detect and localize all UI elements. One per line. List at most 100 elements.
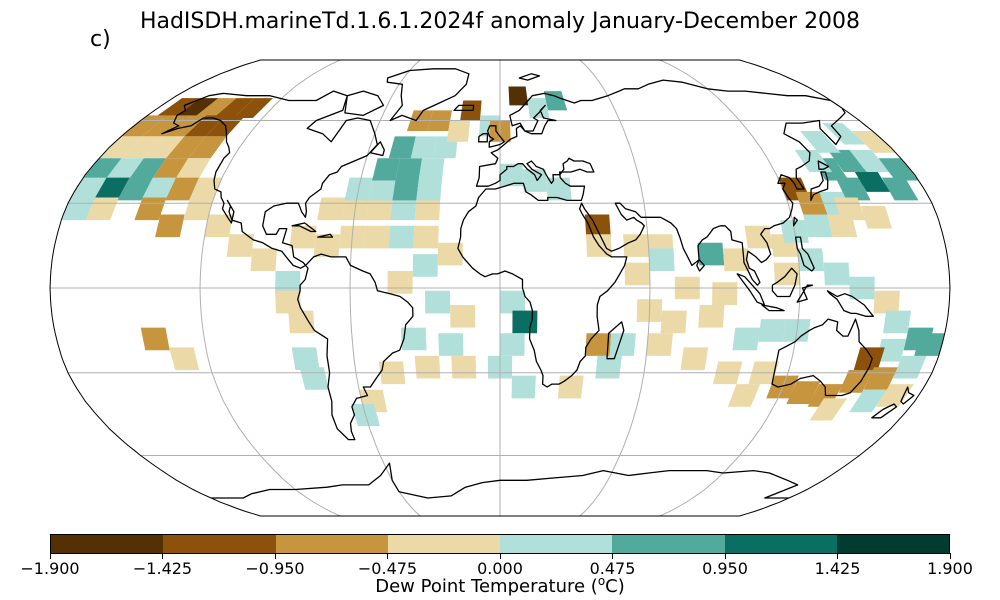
- anomaly-cell: [317, 197, 346, 221]
- anomaly-cell: [174, 158, 211, 181]
- anomaly-cell: [366, 197, 393, 221]
- anomaly-cell: [313, 234, 341, 257]
- anomaly-cell: [99, 136, 143, 159]
- panel-label: c): [90, 27, 111, 52]
- anomaly-cell: [438, 333, 464, 356]
- anomaly-cell: [823, 262, 850, 286]
- anomaly-cell: [165, 177, 200, 201]
- anomaly-cell: [437, 242, 463, 266]
- borneo-coast: [771, 267, 798, 298]
- anomaly-cell: [141, 177, 176, 201]
- anomaly-cell: [873, 290, 900, 314]
- new-zealand-north-coast: [900, 386, 915, 405]
- anomaly-cell: [166, 136, 206, 159]
- anomaly-cell: [173, 98, 219, 118]
- anomaly-cell: [623, 234, 650, 257]
- iceland-coast: [453, 104, 475, 112]
- cuba-coast: [291, 222, 317, 233]
- anomaly-cell: [512, 310, 538, 334]
- anomaly-cell: [446, 120, 471, 142]
- antarctica-coast: [211, 462, 799, 499]
- colorbar-segment-7: [724, 535, 837, 553]
- anomaly-cell: [433, 136, 458, 159]
- anomaly-cell: [213, 98, 255, 118]
- anomaly-cell: [624, 262, 650, 286]
- svalbard-coast: [518, 73, 541, 81]
- anomaly-cell: [543, 91, 568, 111]
- meridian-line: [199, 60, 341, 516]
- meridian-line: [659, 60, 801, 516]
- new-guinea-coast: [826, 290, 874, 317]
- anomaly-cell: [727, 384, 761, 407]
- colorbar-segment-8: [836, 535, 949, 553]
- hokkaido-coast: [817, 160, 830, 170]
- anomaly-cell: [155, 214, 185, 238]
- australia-coast: [771, 318, 873, 397]
- anomaly-cell: [275, 290, 301, 314]
- anomaly-cell: [250, 248, 277, 271]
- anomaly-cell: [414, 197, 441, 221]
- anomaly-cell: [876, 338, 907, 362]
- new-zealand-south-coast: [871, 403, 898, 419]
- anomaly-cell: [876, 384, 914, 407]
- anomaly-cell: [410, 136, 437, 159]
- anomaly-cell: [744, 225, 773, 249]
- meridian-line: [579, 60, 651, 516]
- anomaly-cell: [878, 158, 919, 181]
- anomaly-cell: [387, 271, 413, 294]
- colorbar-tick: [949, 553, 951, 559]
- colorbar-tick: [162, 553, 163, 559]
- anomaly-cell: [809, 398, 848, 421]
- colorbar-tick-label: 0.475: [589, 559, 636, 578]
- anomaly-cell: [143, 136, 185, 159]
- anomaly-cell: [291, 347, 320, 370]
- anomaly-cell: [800, 131, 841, 153]
- anomaly-cell: [93, 177, 130, 201]
- anomaly-cell: [712, 282, 738, 305]
- java-coast: [761, 304, 785, 312]
- anomaly-cell: [609, 333, 636, 356]
- anomaly-cell: [660, 310, 687, 334]
- anomaly-cell: [522, 169, 548, 192]
- colorbar-tick-label: 0.000: [477, 559, 523, 578]
- madagascar-coast: [606, 321, 625, 360]
- colorbar-tick-label: 1.900: [927, 559, 973, 578]
- colorbar-tick-label: −1.425: [132, 559, 193, 578]
- taiwan-coast: [792, 216, 798, 227]
- meridian-line: [349, 60, 421, 516]
- colorbar-tick: [612, 553, 613, 559]
- anomaly-cell: [881, 177, 919, 201]
- hispaniola-coast: [317, 233, 334, 238]
- anomaly-cell: [648, 248, 675, 271]
- anomaly-cell: [758, 319, 786, 342]
- anomaly-cell: [849, 389, 888, 413]
- coastlines: [161, 68, 915, 499]
- anomaly-cell: [914, 333, 945, 356]
- anomaly-cell: [412, 254, 438, 277]
- anomaly-cell: [732, 327, 761, 351]
- anomaly-cell: [680, 347, 709, 370]
- colorbar-segment-5: [500, 535, 613, 553]
- anomaly-cell: [527, 98, 550, 118]
- colorbar-segment-6: [612, 535, 725, 553]
- anomaly-cell: [511, 375, 536, 399]
- colorbar-label-suffix: C): [605, 576, 625, 597]
- anomaly-cell: [363, 225, 390, 249]
- anomaly-cell: [835, 177, 871, 201]
- anomaly-cell: [233, 98, 273, 118]
- philippines-coast: [794, 236, 815, 272]
- colorbar-tick-label: 0.950: [702, 559, 748, 578]
- anomaly-cell: [226, 234, 255, 257]
- anomaly-cell: [414, 355, 441, 379]
- colorbar-label: Dew Point Temperature (oC): [0, 574, 1000, 597]
- anomaly-cell: [508, 86, 529, 106]
- anomaly-cell: [413, 225, 439, 249]
- anomaly-cell: [827, 149, 867, 172]
- anomaly-cell: [557, 375, 584, 399]
- anomaly-cell: [151, 158, 189, 181]
- anomaly-cell: [81, 158, 122, 181]
- map-boundary: [49, 59, 951, 517]
- anomaly-cell: [450, 305, 476, 328]
- colorbar-tick-label: 1.425: [814, 559, 861, 578]
- japan-coast: [810, 171, 829, 202]
